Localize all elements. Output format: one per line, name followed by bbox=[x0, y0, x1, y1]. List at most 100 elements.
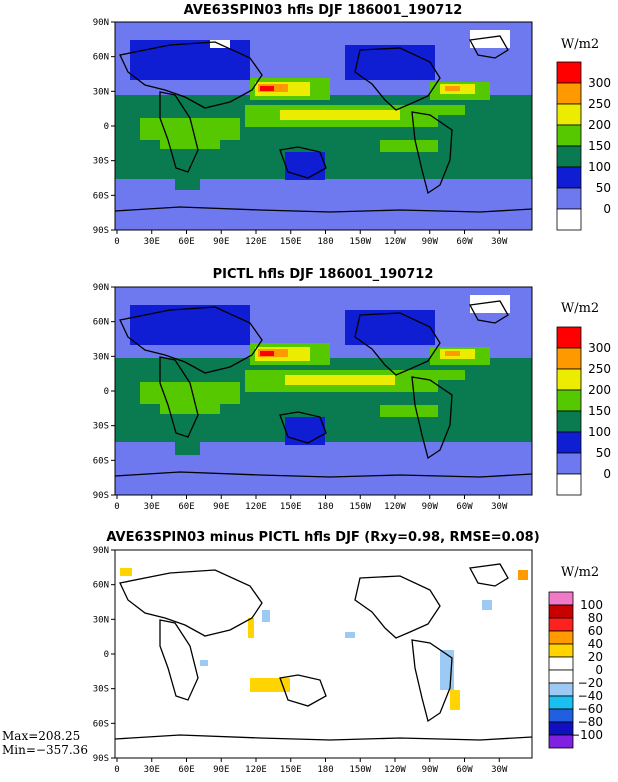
lat-tick-label: 90S bbox=[93, 491, 109, 501]
panel-2-lat-ticks: 90N 60N 30N 0 30S 60S 90S bbox=[93, 283, 115, 501]
lon-tick-label: 60E bbox=[178, 237, 194, 247]
colorbar-label: 250 bbox=[588, 362, 611, 376]
colorbar-label: 150 bbox=[588, 404, 611, 418]
lon-tick-label: 30W bbox=[491, 237, 508, 247]
colorbar-label: 200 bbox=[588, 383, 611, 397]
lon-tick-label: 150W bbox=[349, 765, 371, 775]
colorbar-label: −100 bbox=[570, 728, 603, 742]
colorbar-label: −80 bbox=[578, 715, 603, 729]
colorbar-label: 250 bbox=[588, 97, 611, 111]
colorbar-label: 300 bbox=[588, 76, 611, 90]
panel-2-units: W/m2 bbox=[561, 301, 599, 316]
lat-tick-label: 30S bbox=[93, 685, 109, 695]
colorbar-label: 60 bbox=[588, 624, 603, 638]
panel-3-map bbox=[115, 550, 532, 758]
lon-tick-label: 120E bbox=[245, 502, 267, 512]
colorbar-label: 100 bbox=[580, 598, 603, 612]
lon-tick-label: 30W bbox=[491, 765, 508, 775]
colorbar-label: 50 bbox=[596, 181, 611, 195]
lon-tick-label: 90W bbox=[422, 237, 439, 247]
colorbar-label: 200 bbox=[588, 118, 611, 132]
lat-tick-label: 30N bbox=[93, 615, 109, 625]
colorbar-swatch bbox=[556, 326, 582, 349]
colorbar-swatch bbox=[556, 166, 582, 189]
colorbar-label: 150 bbox=[588, 139, 611, 153]
panel-1-lon-ticks: 0 30E 60E 90E 120E 150E 180 150W 120W 90W 60W 30W bbox=[114, 230, 508, 247]
colorbar-swatch bbox=[556, 187, 582, 210]
colorbar-label: −60 bbox=[578, 702, 603, 716]
colorbar-swatch bbox=[548, 643, 574, 658]
lon-tick-label: 0 bbox=[114, 502, 119, 512]
colorbar-label: 0 bbox=[603, 202, 611, 216]
lat-tick-label: 90N bbox=[93, 546, 109, 556]
lat-tick-label: 90N bbox=[93, 18, 109, 28]
panel-3: AVE63SPIN03 minus PICTL hfls DJF (Rxy=0.… bbox=[93, 530, 603, 775]
colorbar-swatch bbox=[556, 410, 582, 433]
lon-tick-label: 180 bbox=[317, 765, 333, 775]
lon-tick-label: 30W bbox=[491, 502, 508, 512]
lat-tick-label: 60N bbox=[93, 318, 109, 328]
panel-3-title: AVE63SPIN03 minus PICTL hfls DJF (Rxy=0.… bbox=[106, 530, 539, 545]
lon-tick-label: 60W bbox=[456, 237, 473, 247]
lon-tick-label: 0 bbox=[114, 237, 119, 247]
lon-tick-label: 60W bbox=[456, 765, 473, 775]
lat-tick-label: 60S bbox=[93, 191, 109, 201]
colorbar-swatch bbox=[548, 669, 574, 684]
panel-1: AVE63SPIN03 hfls DJF 186001_190712 bbox=[93, 3, 611, 247]
colorbar-label: 40 bbox=[588, 637, 603, 651]
lon-tick-label: 90W bbox=[422, 502, 439, 512]
colorbar-swatch bbox=[556, 431, 582, 454]
colorbar-swatch bbox=[548, 604, 574, 619]
colorbar-swatch bbox=[548, 695, 574, 710]
lon-tick-label: 150E bbox=[280, 237, 302, 247]
colorbar-label: 100 bbox=[588, 160, 611, 174]
colorbar-swatch bbox=[556, 473, 582, 496]
lat-tick-label: 60N bbox=[93, 53, 109, 63]
panel-1-units: W/m2 bbox=[561, 37, 599, 52]
panel-1-title: AVE63SPIN03 hfls DJF 186001_190712 bbox=[184, 3, 463, 18]
panel-2: PICTL hfls DJF 186001_190712 bbox=[93, 267, 611, 512]
lon-tick-label: 120W bbox=[384, 237, 406, 247]
lat-tick-label: 60S bbox=[93, 719, 109, 729]
colorbar-swatch bbox=[556, 368, 582, 391]
lon-tick-label: 120W bbox=[384, 502, 406, 512]
colorbar-swatch bbox=[548, 656, 574, 671]
lon-tick-label: 150E bbox=[280, 502, 302, 512]
colorbar-label: 50 bbox=[596, 446, 611, 460]
min-stat: Min=−357.36 bbox=[2, 743, 88, 757]
lon-tick-label: 90W bbox=[422, 765, 439, 775]
colorbar-label: 20 bbox=[588, 650, 603, 664]
lat-tick-label: 90S bbox=[93, 226, 109, 236]
panel-3-lat-ticks: 90N 60N 30N 0 30S 60S 90S bbox=[93, 546, 115, 764]
lon-tick-label: 30E bbox=[144, 502, 160, 512]
lon-tick-label: 150W bbox=[349, 237, 371, 247]
lon-tick-label: 180 bbox=[317, 502, 333, 512]
lon-tick-label: 120E bbox=[245, 765, 267, 775]
lat-tick-label: 0 bbox=[104, 122, 109, 132]
panel-3-lon-ticks: 0 30E 60E 90E 120E 150E 180 150W 120W 90W 60W 30W bbox=[114, 758, 508, 775]
colorbar-swatch bbox=[556, 82, 582, 105]
panel-2-title: PICTL hfls DJF 186001_190712 bbox=[213, 267, 434, 282]
max-stat: Max=208.25 bbox=[2, 729, 81, 743]
lat-tick-label: 0 bbox=[104, 387, 109, 397]
panel-3-units: W/m2 bbox=[561, 565, 599, 580]
lat-tick-label: 30S bbox=[93, 157, 109, 167]
colorbar-label: 100 bbox=[588, 425, 611, 439]
colorbar-swatch bbox=[556, 208, 582, 231]
colorbar-swatch bbox=[556, 61, 582, 84]
lon-tick-label: 150W bbox=[349, 502, 371, 512]
colorbar-swatch bbox=[556, 145, 582, 168]
lon-tick-label: 180 bbox=[317, 237, 333, 247]
lat-tick-label: 90S bbox=[93, 754, 109, 764]
colorbar-swatch bbox=[556, 347, 582, 370]
lon-tick-label: 90E bbox=[213, 502, 229, 512]
lon-tick-label: 150E bbox=[280, 765, 302, 775]
colorbar-label: −40 bbox=[578, 689, 603, 703]
colorbar-label: −20 bbox=[578, 676, 603, 690]
colorbar-label: 80 bbox=[588, 611, 603, 625]
lon-tick-label: 90E bbox=[213, 237, 229, 247]
lat-tick-label: 30S bbox=[93, 422, 109, 432]
panel-1-lat-ticks: 90N 60N 30N 0 30S 60S 90S bbox=[93, 18, 115, 236]
lon-tick-label: 30E bbox=[144, 765, 160, 775]
